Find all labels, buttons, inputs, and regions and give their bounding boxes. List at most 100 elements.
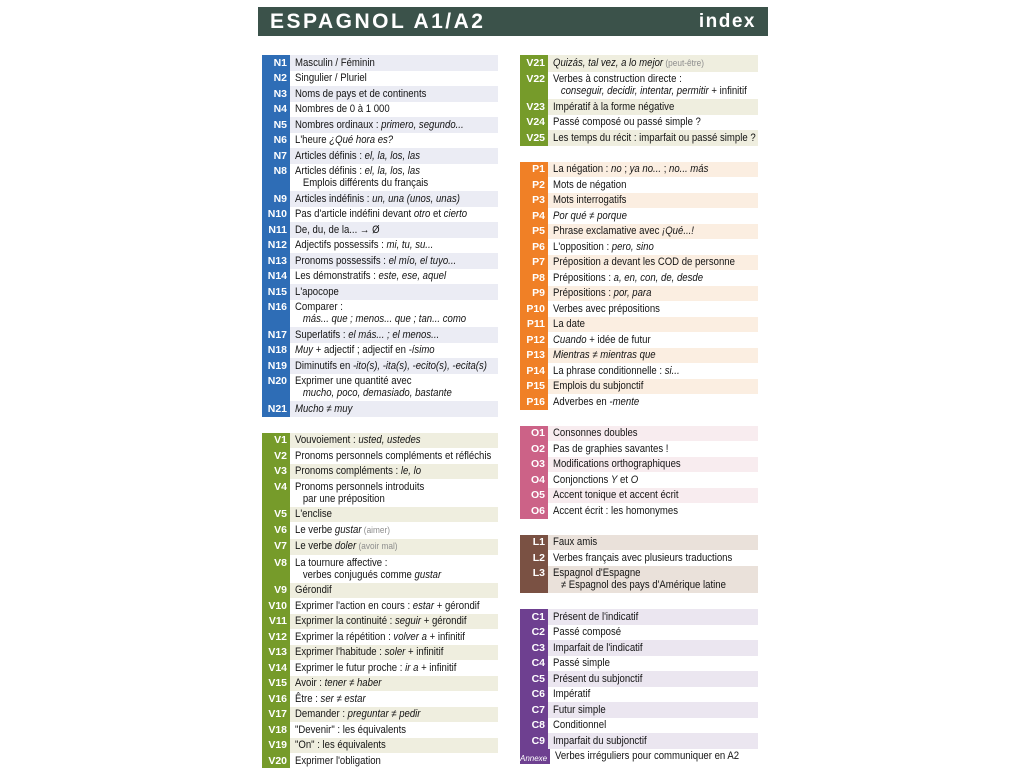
index-row-annexe[interactable]: Annexe Verbes irréguliers pour communique…: [520, 748, 758, 764]
row-text: Por qué ≠ porque: [548, 208, 758, 224]
index-row-v5[interactable]: V5 L'enclise: [262, 506, 498, 522]
index-row-n8[interactable]: N8 Articles définis : el, la, los, las Emp…: [262, 163, 498, 191]
index-row-o4[interactable]: O4 Conjonctions Y et O: [520, 472, 758, 488]
index-row-v21[interactable]: V21 Quizás, tal vez, a lo mejor (peut-êtr…: [520, 55, 758, 72]
row-label: N14: [262, 268, 290, 284]
index-row-o1[interactable]: O1 Consonnes doubles: [520, 425, 758, 441]
index-row-p10[interactable]: P10 Verbes avec prépositions: [520, 301, 758, 317]
index-row-o6[interactable]: O6 Accent écrit : les homonymes: [520, 503, 758, 519]
index-row-n5[interactable]: N5 Nombres ordinaux : primero, segundo...: [262, 117, 498, 133]
row-label: L2: [520, 550, 548, 566]
index-row-n11[interactable]: N11 De, du, de la... → Ø: [262, 222, 498, 238]
index-row-p15[interactable]: P15 Emplois du subjonctif: [520, 378, 758, 394]
row-text: "Devenir" : les équivalents: [290, 722, 498, 738]
row-label: V23: [520, 99, 548, 115]
index-row-p4[interactable]: P4 Por qué ≠ porque: [520, 208, 758, 224]
index-row-n6[interactable]: N6 L'heure ¿Qué hora es?: [262, 132, 498, 148]
index-row-v6[interactable]: V6 Le verbe gustar (aimer): [262, 522, 498, 539]
index-row-p7[interactable]: P7 Préposition a devant les COD de person…: [520, 254, 758, 270]
index-row-c8[interactable]: C8 Conditionnel: [520, 717, 758, 733]
index-row-v24[interactable]: V24 Passé composé ou passé simple ?: [520, 114, 758, 130]
row-line: Verbes à construction directe :: [553, 73, 682, 86]
index-row-n1[interactable]: N1 Masculin / Féminin: [262, 55, 498, 71]
row-label: C9: [520, 733, 548, 749]
index-row-n3[interactable]: N3 Noms de pays et de continents: [262, 86, 498, 102]
index-row-v3[interactable]: V3 Pronoms compléments : le, lo: [262, 463, 498, 479]
index-row-p2[interactable]: P2 Mots de négation: [520, 177, 758, 193]
index-row-n18[interactable]: N18 Muy + adjectif ; adjectif en -ísimo: [262, 342, 498, 358]
index-row-p8[interactable]: P8 Prépositions : a, en, con, de, desde: [520, 270, 758, 286]
index-row-c2[interactable]: C2 Passé composé: [520, 624, 758, 640]
index-row-n17[interactable]: N17 Superlatifs : el más... ; el menos...: [262, 327, 498, 343]
index-row-o3[interactable]: O3 Modifications orthographiques: [520, 456, 758, 472]
index-row-n14[interactable]: N14 Les démonstratifs : este, ese, aquel: [262, 268, 498, 284]
row-line: Avoir : tener ≠ haber: [295, 677, 382, 690]
index-row-n13[interactable]: N13 Pronoms possessifs : el mío, el tuyo.…: [262, 253, 498, 269]
index-row-v15[interactable]: V15 Avoir : tener ≠ haber: [262, 675, 498, 691]
index-row-c4[interactable]: C4 Passé simple: [520, 655, 758, 671]
section-N: N1 Masculin / Féminin N2 Singulier / Plurie…: [262, 55, 498, 417]
index-row-p14[interactable]: P14 La phrase conditionnelle : si...: [520, 363, 758, 379]
index-row-v18[interactable]: V18 "Devenir" : les équivalents: [262, 722, 498, 738]
index-row-v20[interactable]: V20 Exprimer l'obligation: [262, 753, 498, 768]
index-row-v13[interactable]: V13 Exprimer l'habitude : soler + infinit…: [262, 644, 498, 660]
index-row-p5[interactable]: P5 Phrase exclamative avec ¡Qué...!: [520, 223, 758, 239]
right-column: V21 Quizás, tal vez, a lo mejor (peut-êtr…: [520, 55, 758, 764]
index-row-v10[interactable]: V10 Exprimer l'action en cours : estar + …: [262, 598, 498, 614]
index-row-v7[interactable]: V7 Le verbe doler (avoir mal): [262, 538, 498, 555]
row-text: L'apocope: [290, 284, 498, 300]
index-row-n9[interactable]: N9 Articles indéfinis : un, una (unos, un…: [262, 191, 498, 207]
index-row-n7[interactable]: N7 Articles définis : el, la, los, las: [262, 148, 498, 164]
index-row-c3[interactable]: C3 Imparfait de l'indicatif: [520, 640, 758, 656]
index-row-p12[interactable]: P12 Cuando + idée de futur: [520, 332, 758, 348]
index-row-n19[interactable]: N19 Diminutifs en -ito(s), -ita(s), -ecit…: [262, 358, 498, 374]
index-row-l1[interactable]: L1 Faux amis: [520, 534, 758, 550]
index-row-n21[interactable]: N21 Mucho ≠ muy: [262, 401, 498, 417]
index-row-v2[interactable]: V2 Pronoms personnels compléments et réfl…: [262, 448, 498, 464]
index-row-v17[interactable]: V17 Demander : preguntar ≠ pedir: [262, 706, 498, 722]
index-row-v1[interactable]: V1 Vouvoiement : usted, ustedes: [262, 432, 498, 448]
index-row-p9[interactable]: P9 Prépositions : por, para: [520, 285, 758, 301]
index-row-c5[interactable]: C5 Présent du subjonctif: [520, 671, 758, 687]
index-row-n10[interactable]: N10 Pas d'article indéfini devant otro et…: [262, 206, 498, 222]
index-row-n12[interactable]: N12 Adjectifs possessifs : mi, tu, su...: [262, 237, 498, 253]
index-row-v9[interactable]: V9 Gérondif: [262, 582, 498, 598]
index-row-p6[interactable]: P6 L'opposition : pero, sino: [520, 239, 758, 255]
row-label: O5: [520, 487, 548, 503]
index-row-p1[interactable]: P1 La négation : no ; ya no... ; no... má…: [520, 161, 758, 177]
index-row-v4[interactable]: V4 Pronoms personnels introduits par une p…: [262, 479, 498, 507]
index-row-n4[interactable]: N4 Nombres de 0 à 1 000: [262, 101, 498, 117]
index-row-v12[interactable]: V12 Exprimer la répétition : volver a + i…: [262, 629, 498, 645]
index-row-v14[interactable]: V14 Exprimer le futur proche : ir a + inf…: [262, 660, 498, 676]
index-row-v11[interactable]: V11 Exprimer la continuité : seguir + gér…: [262, 613, 498, 629]
row-label: V13: [262, 644, 290, 660]
row-text: Exprimer le futur proche : ir a + infini…: [290, 660, 498, 676]
index-row-c7[interactable]: C7 Futur simple: [520, 702, 758, 718]
index-row-c1[interactable]: C1 Présent de l'indicatif: [520, 609, 758, 625]
index-row-v19[interactable]: V19 "On" : les équivalents: [262, 737, 498, 753]
index-row-p16[interactable]: P16 Adverbes en -mente: [520, 394, 758, 410]
row-line: Présent de l'indicatif: [553, 610, 639, 623]
index-row-p3[interactable]: P3 Mots interrogatifs: [520, 192, 758, 208]
index-row-p11[interactable]: P11 La date: [520, 316, 758, 332]
index-row-l2[interactable]: L2 Verbes français avec plusieurs traduct…: [520, 550, 758, 566]
index-row-n16[interactable]: N16 Comparer : más... que ; menos... que ;…: [262, 299, 498, 327]
index-row-c6[interactable]: C6 Impératif: [520, 686, 758, 702]
index-row-l3[interactable]: L3 Espagnol d'Espagne ≠ Espagnol des pays …: [520, 565, 758, 593]
index-row-o5[interactable]: O5 Accent tonique et accent écrit: [520, 487, 758, 503]
index-row-n2[interactable]: N2 Singulier / Pluriel: [262, 70, 498, 86]
row-line: Adjectifs possessifs : mi, tu, su...: [295, 239, 434, 252]
index-row-n20[interactable]: N20 Exprimer une quantité avec mucho, poco…: [262, 373, 498, 401]
index-row-v23[interactable]: V23 Impératif à la forme négative: [520, 99, 758, 115]
row-line: Passé composé ou passé simple ?: [553, 116, 701, 129]
index-row-p13[interactable]: P13 Mientras ≠ mientras que: [520, 347, 758, 363]
index-row-v25[interactable]: V25 Les temps du récit : imparfait ou pas…: [520, 130, 758, 146]
row-text: Superlatifs : el más... ; el menos...: [290, 327, 498, 343]
index-row-v22[interactable]: V22 Verbes à construction directe : conseg…: [520, 71, 758, 99]
index-row-v8[interactable]: V8 La tournure affective : verbes conjugué…: [262, 555, 498, 583]
index-row-o2[interactable]: O2 Pas de graphies savantes !: [520, 441, 758, 457]
index-row-v16[interactable]: V16 Être : ser ≠ estar: [262, 691, 498, 707]
index-row-n15[interactable]: N15 L'apocope: [262, 284, 498, 300]
index-row-c9[interactable]: C9 Imparfait du subjonctif: [520, 733, 758, 749]
row-line: Présent du subjonctif: [553, 672, 643, 685]
